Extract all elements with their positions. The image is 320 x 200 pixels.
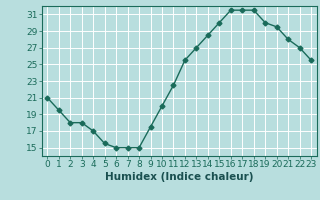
- X-axis label: Humidex (Indice chaleur): Humidex (Indice chaleur): [105, 172, 253, 182]
